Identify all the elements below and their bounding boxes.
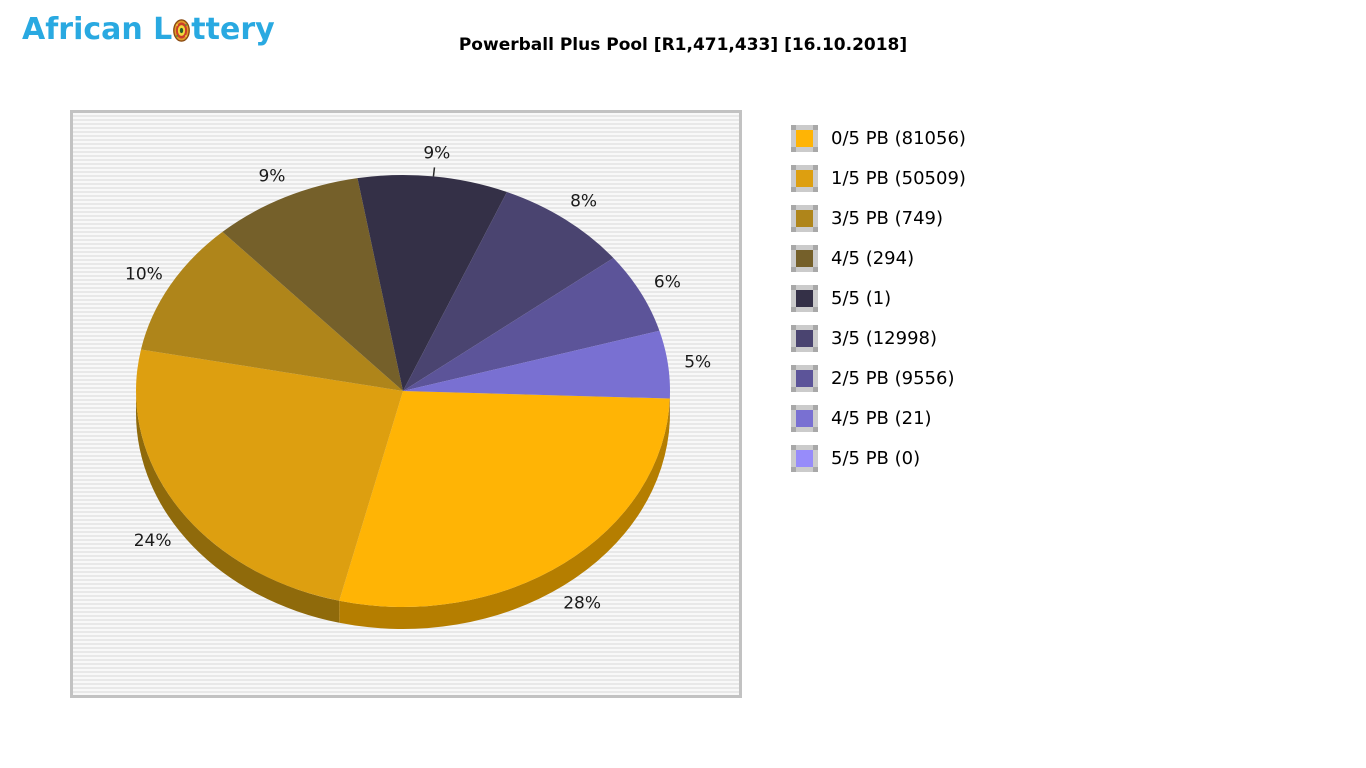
pie-percent-label: 24%	[134, 531, 172, 551]
logo[interactable]: African L ttery	[22, 12, 275, 50]
legend-item: 4/5 PB (21)	[791, 405, 966, 432]
lottery-ball-icon	[173, 15, 191, 50]
legend-label: 3/5 PB (749)	[831, 208, 944, 229]
legend-label: 4/5 (294)	[831, 248, 915, 269]
pie-slice	[140, 231, 404, 391]
legend-item: 3/5 PB (749)	[791, 205, 966, 232]
legend: 0/5 PB (81056) 1/5 PB (50509) 3/5 PB (749)…	[791, 125, 966, 485]
label-leader-tick	[432, 167, 436, 177]
pie-percent-label: 5%	[684, 352, 711, 372]
legend-label: 5/5 (1)	[831, 288, 892, 309]
pie-percent-label: 6%	[654, 273, 681, 293]
pie-percent-label: 9%	[423, 144, 450, 164]
legend-label: 5/5 PB (0)	[831, 448, 921, 469]
legend-item: 2/5 PB (9556)	[791, 365, 966, 392]
legend-item: 5/5 PB (0)	[791, 445, 966, 472]
logo-text-suffix: ttery	[191, 12, 275, 47]
chart-panel: 28% 24% 10% 9% 9% 8% 6% 5%	[70, 110, 742, 698]
page-title: Powerball Plus Pool [R1,471,433] [16.10.…	[458, 35, 908, 55]
legend-swatch	[791, 245, 818, 272]
pie-slice	[222, 178, 403, 391]
legend-swatch	[791, 365, 818, 392]
pie-percent-label: 8%	[570, 191, 597, 211]
pie-slice	[136, 349, 403, 601]
legend-item: 1/5 PB (50509)	[791, 165, 966, 192]
pie-percent-label: 10%	[125, 265, 163, 285]
legend-label: 0/5 PB (81056)	[831, 128, 966, 149]
pie-percent-label: 9%	[258, 167, 285, 187]
legend-swatch	[791, 205, 818, 232]
logo-text-prefix: African L	[22, 12, 173, 47]
pie-chart: 28% 24% 10% 9% 9% 8% 6% 5%	[125, 144, 711, 629]
legend-swatch	[791, 405, 818, 432]
legend-label: 2/5 PB (9556)	[831, 368, 955, 389]
legend-swatch	[791, 165, 818, 192]
pie-slice	[339, 391, 670, 607]
legend-item: 3/5 (12998)	[791, 325, 966, 352]
legend-label: 4/5 PB (21)	[831, 408, 932, 429]
legend-item: 5/5 (1)	[791, 285, 966, 312]
legend-swatch	[791, 125, 818, 152]
pie-slice	[403, 258, 660, 391]
legend-item: 0/5 PB (81056)	[791, 125, 966, 152]
legend-swatch	[791, 285, 818, 312]
pie-slice	[403, 330, 670, 399]
pie-slice-side	[339, 398, 670, 629]
pie-slice	[403, 192, 614, 391]
legend-label: 3/5 (12998)	[831, 328, 937, 349]
pie-slice-side	[136, 391, 340, 623]
legend-item: 4/5 (294)	[791, 245, 966, 272]
legend-label: 1/5 PB (50509)	[831, 168, 966, 189]
legend-swatch	[791, 445, 818, 472]
legend-swatch	[791, 325, 818, 352]
pie-percent-label: 28%	[563, 593, 601, 613]
pie-slice	[357, 175, 507, 391]
